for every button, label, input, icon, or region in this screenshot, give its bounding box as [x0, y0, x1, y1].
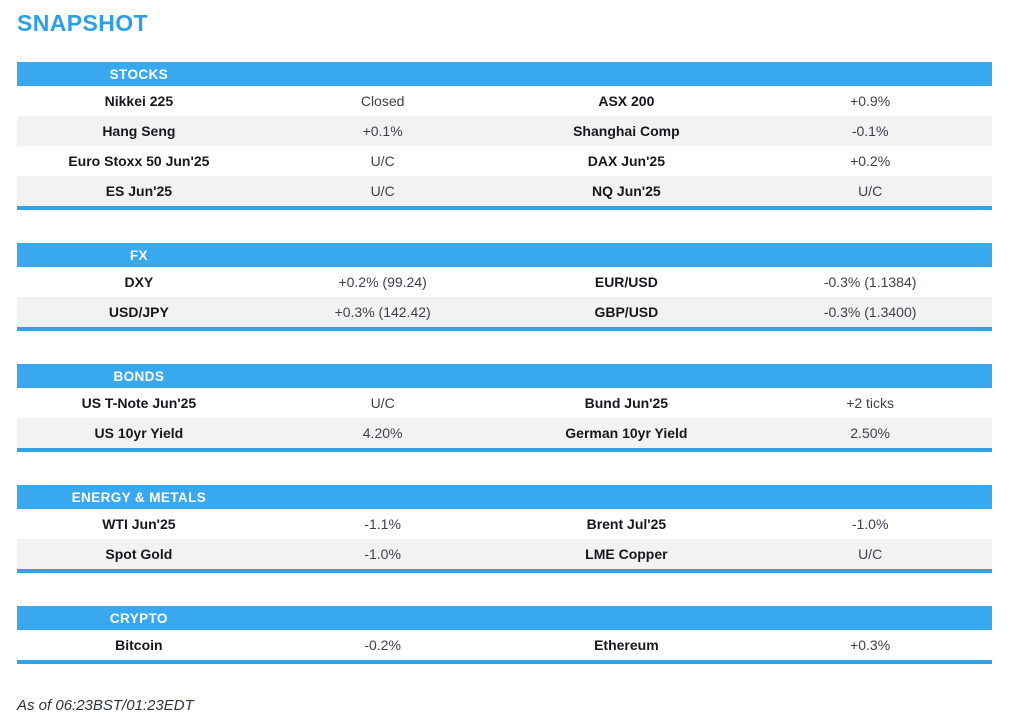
instrument-value: -1.0%: [364, 546, 401, 562]
instrument-name: Nikkei 225: [104, 93, 174, 109]
instrument-value: +0.9%: [850, 93, 891, 109]
instrument-name: EUR/USD: [594, 274, 658, 290]
section-header-label: BONDS: [113, 368, 165, 384]
instrument-name: WTI Jun'25: [102, 516, 176, 532]
instrument-value: Closed: [360, 93, 405, 109]
instrument-name: Brent Jul'25: [586, 516, 667, 532]
instrument-name: Spot Gold: [105, 546, 173, 562]
instrument-value: -1.1%: [364, 516, 401, 532]
section-fx: FX DXY +0.2% (99.24) EUR/USD -0.3% (1.1384) U…: [17, 243, 992, 331]
instrument-value: -1.0%: [851, 516, 889, 532]
table-row: US T-Note Jun'25 U/C Bund Jun'25 +2 ticks: [17, 388, 992, 418]
section-stocks: STOCKS Nikkei 225 Closed ASX 200 +0.9% Hang S…: [17, 62, 992, 210]
timestamp: As of 06:23BST/01:23EDT: [17, 697, 194, 714]
instrument-value: U/C: [858, 546, 883, 562]
instrument-name: Shanghai Comp: [573, 123, 680, 139]
table-row: WTI Jun'25 -1.1% Brent Jul'25 -1.0%: [17, 509, 992, 539]
instrument-value: -0.1%: [851, 123, 889, 139]
table-row: Bitcoin -0.2% Ethereum +0.3%: [17, 630, 992, 660]
instrument-name: US 10yr Yield: [94, 425, 184, 441]
instrument-name: DXY: [124, 274, 154, 290]
instrument-value: U/C: [370, 395, 395, 411]
table-row: DXY +0.2% (99.24) EUR/USD -0.3% (1.1384): [17, 267, 992, 297]
instrument-name: LME Copper: [585, 546, 668, 562]
instrument-name: ASX 200: [598, 93, 655, 109]
section-header-energy-metals: ENERGY & METALS: [17, 485, 992, 509]
instrument-name: Bitcoin: [115, 637, 163, 653]
section-header-label: FX: [129, 247, 148, 263]
section-crypto: CRYPTO Bitcoin -0.2% Ethereum +0.3%: [17, 606, 992, 664]
table-row: USD/JPY +0.3% (142.42) GBP/USD -0.3% (1.340…: [17, 297, 992, 327]
instrument-name: German 10yr Yield: [565, 425, 688, 441]
section-header-label: STOCKS: [109, 66, 169, 82]
page-title: SNAPSHOT: [17, 10, 148, 36]
section-header-crypto: CRYPTO: [17, 606, 992, 630]
instrument-value: 4.20%: [362, 425, 403, 441]
table-row: US 10yr Yield 4.20% German 10yr Yield 2.50%: [17, 418, 992, 448]
instrument-value: +0.3%: [850, 637, 891, 653]
instrument-name: Bund Jun'25: [584, 395, 669, 411]
table-row: Spot Gold -1.0% LME Copper U/C: [17, 539, 992, 569]
instrument-name: ES Jun'25: [105, 183, 173, 199]
instrument-value: -0.2%: [364, 637, 401, 653]
instrument-value: U/C: [370, 183, 395, 199]
section-header-bonds: BONDS: [17, 364, 992, 388]
instrument-value: +0.2% (99.24): [338, 274, 427, 290]
table-row: Hang Seng +0.1% Shanghai Comp -0.1%: [17, 116, 992, 146]
table-row: Euro Stoxx 50 Jun'25 U/C DAX Jun'25 +0.2%: [17, 146, 992, 176]
table-row: ES Jun'25 U/C NQ Jun'25 U/C: [17, 176, 992, 206]
instrument-value: +0.2%: [850, 153, 891, 169]
instrument-name: NQ Jun'25: [592, 183, 661, 199]
instrument-name: USD/JPY: [108, 304, 169, 320]
instrument-value: -0.3% (1.1384): [823, 274, 917, 290]
instrument-name: Ethereum: [594, 637, 659, 653]
snapshot-table: STOCKS Nikkei 225 Closed ASX 200 +0.9% Hang S…: [17, 62, 992, 664]
instrument-name: Euro Stoxx 50 Jun'25: [68, 153, 210, 169]
instrument-value: -0.3% (1.3400): [823, 304, 917, 320]
section-bonds: BONDS US T-Note Jun'25 U/C Bund Jun'25 +2 ti…: [17, 364, 992, 452]
instrument-value: +0.1%: [362, 123, 403, 139]
instrument-name: GBP/USD: [594, 304, 659, 320]
instrument-value: U/C: [858, 183, 883, 199]
instrument-name: US T-Note Jun'25: [81, 395, 197, 411]
instrument-value: 2.50%: [850, 425, 890, 441]
section-energy-metals: ENERGY & METALS WTI Jun'25 -1.1% Brent Jul'…: [17, 485, 992, 573]
instrument-name: DAX Jun'25: [587, 153, 665, 169]
section-header-stocks: STOCKS: [17, 62, 992, 86]
instrument-value: +0.3% (142.42): [334, 304, 431, 320]
section-header-fx: FX: [17, 243, 992, 267]
instrument-value: +2 ticks: [846, 395, 895, 411]
table-row: Nikkei 225 Closed ASX 200 +0.9%: [17, 86, 992, 116]
section-header-label: ENERGY & METALS: [71, 489, 207, 505]
instrument-value: U/C: [370, 153, 395, 169]
section-header-label: CRYPTO: [109, 610, 168, 626]
instrument-name: Hang Seng: [102, 123, 176, 139]
